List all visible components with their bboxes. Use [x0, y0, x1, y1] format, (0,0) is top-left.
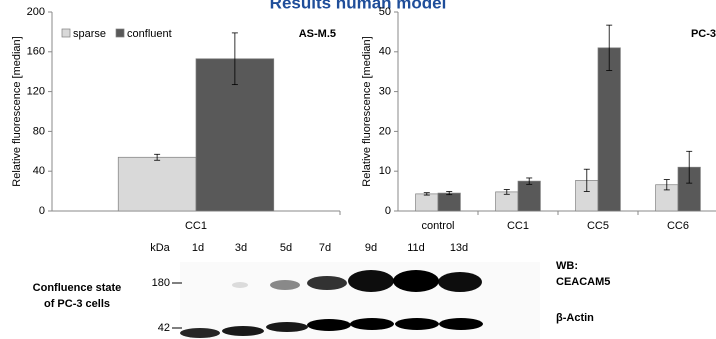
bar: [518, 181, 540, 211]
band: [438, 272, 482, 292]
y-tick-label: 50: [379, 6, 391, 18]
y-tick-label: 30: [379, 86, 391, 98]
y-axis-label: Relative fluorescence [median]: [11, 36, 23, 186]
figure: Results human model kDa 180 42 Confluenc…: [0, 0, 716, 339]
x-tick-label: CC5: [587, 220, 609, 232]
blot-caption: of PC-3 cells: [44, 298, 110, 310]
blot-caption: Confluence state: [33, 282, 122, 294]
y-tick-label: 40: [33, 165, 45, 177]
band: [180, 328, 220, 338]
band: [348, 270, 394, 292]
legend-swatch: [116, 29, 124, 37]
lane-label: 3d: [235, 242, 247, 254]
band: [266, 322, 308, 332]
band: [222, 326, 264, 336]
blot-image: [172, 262, 540, 339]
figure-title: Results human model: [270, 0, 447, 12]
bar: [118, 157, 196, 211]
x-tick-label: control: [421, 220, 454, 232]
bar: [496, 192, 518, 211]
band: [270, 280, 300, 290]
lane-label: 5d: [280, 242, 292, 254]
legend-label: confluent: [127, 28, 172, 40]
y-tick-label: 200: [27, 6, 45, 18]
y-tick-label: 40: [379, 46, 391, 58]
y-tick-label: 80: [33, 125, 45, 137]
lane-label: 1d: [192, 242, 204, 254]
blot-target: β-Actin: [556, 312, 594, 324]
lane-label: 9d: [365, 242, 377, 254]
marker-label: 180: [152, 277, 170, 289]
y-tick-label: 160: [27, 46, 45, 58]
band: [307, 276, 347, 290]
x-tick-label: CC1: [507, 220, 529, 232]
band: [395, 318, 439, 330]
blot-target: CEACAM5: [556, 276, 610, 288]
bar: [438, 193, 460, 211]
lane-label: 13d: [450, 242, 468, 254]
blot-target: WB:: [556, 260, 578, 272]
x-tick-label: CC1: [185, 220, 207, 232]
x-tick-label: CC6: [667, 220, 689, 232]
chart-title: AS-M.5: [299, 28, 336, 40]
bar: [416, 194, 438, 211]
band: [307, 319, 351, 331]
y-tick-label: 120: [27, 86, 45, 98]
marker-label: 42: [158, 322, 170, 334]
y-tick-label: 20: [379, 125, 391, 137]
y-axis-label: Relative fluorescence [median]: [361, 36, 373, 186]
band: [393, 270, 439, 292]
y-tick-label: 10: [379, 165, 391, 177]
band: [439, 318, 483, 330]
lane-label: 7d: [319, 242, 331, 254]
lane-label: 11d: [407, 242, 425, 254]
y-tick-label: 0: [39, 205, 45, 217]
chart-title: PC-3: [691, 28, 716, 40]
band: [232, 282, 248, 288]
legend-swatch: [62, 29, 70, 37]
bar: [598, 48, 620, 211]
legend-label: sparse: [73, 28, 106, 40]
y-tick-label: 0: [385, 205, 391, 217]
blot-unit: kDa: [150, 242, 170, 254]
band: [350, 318, 394, 330]
